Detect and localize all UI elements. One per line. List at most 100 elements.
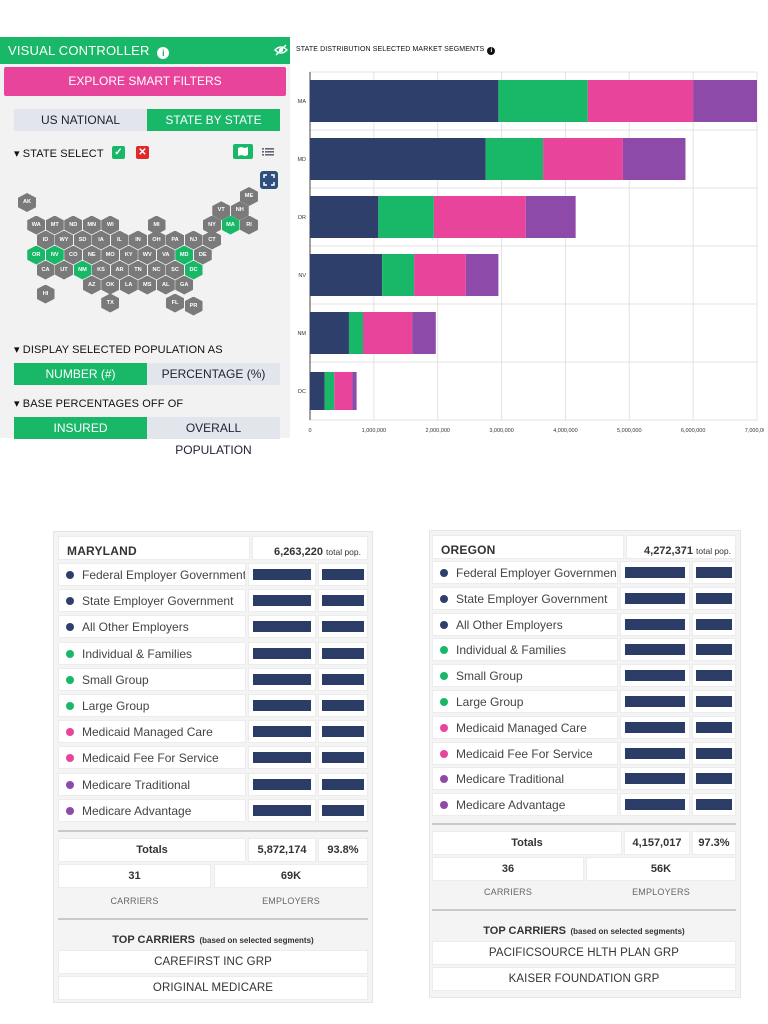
- option-number[interactable]: NUMBER (#): [14, 363, 147, 385]
- total-pop: 4,272,371 total pop.: [644, 545, 731, 557]
- state-hex-dc[interactable]: DC: [184, 260, 203, 280]
- state-hex-nj[interactable]: NJ: [184, 230, 203, 250]
- clear-selection-x-icon[interactable]: ✕: [136, 146, 149, 159]
- state-hex-ia[interactable]: IA: [92, 230, 110, 250]
- state-hex-in[interactable]: IN: [129, 230, 147, 250]
- state-hex-ma[interactable]: MA: [221, 215, 240, 235]
- segment-name: Medicaid Fee For Service: [456, 746, 593, 761]
- state-hex-pr[interactable]: PR: [184, 296, 203, 316]
- state-hex-ct[interactable]: CT: [203, 230, 221, 250]
- redacted-percent: [696, 644, 732, 656]
- state-hex-mo[interactable]: MO: [101, 245, 120, 265]
- state-hex-ar[interactable]: AR: [110, 260, 129, 280]
- bar-segment-md-3: [622, 138, 686, 180]
- segment-value-cell: [620, 793, 690, 817]
- employers-count: 69K: [214, 864, 368, 888]
- segment-row-label: Large Group: [432, 690, 618, 713]
- option-overall-population[interactable]: OVERALL POPULATION: [147, 417, 280, 457]
- state-hex-al[interactable]: AL: [156, 275, 175, 295]
- state-hex-ri[interactable]: RI: [240, 215, 258, 235]
- map-view-icon[interactable]: [233, 144, 253, 159]
- explore-smart-filters-button[interactable]: EXPLORE SMART FILTERS: [4, 67, 286, 96]
- state-hex-ny[interactable]: NY: [203, 215, 221, 235]
- state-hex-mi[interactable]: MI: [147, 215, 166, 235]
- state-hex-ks[interactable]: KS: [92, 260, 110, 280]
- state-hex-nd[interactable]: ND: [64, 215, 83, 235]
- state-hex-nm[interactable]: NM: [73, 260, 92, 280]
- state-hex-ne[interactable]: NE: [82, 245, 101, 265]
- state-hex-nc[interactable]: NC: [147, 260, 166, 280]
- option-percentage[interactable]: PERCENTAGE (%): [147, 363, 280, 385]
- state-hex-sd[interactable]: SD: [73, 230, 92, 250]
- top-carrier-item[interactable]: ORIGINAL MEDICARE: [58, 976, 368, 1000]
- state-hex-ky[interactable]: KY: [119, 245, 138, 265]
- state-hex-il[interactable]: IL: [110, 230, 129, 250]
- state-hex-ut[interactable]: UT: [55, 260, 73, 280]
- redacted-percent: [322, 673, 364, 685]
- display-as-heading[interactable]: ▾ DISPLAY SELECTED POPULATION AS: [14, 344, 223, 356]
- redacted-percent: [322, 752, 364, 764]
- state-hex-de[interactable]: DE: [193, 245, 212, 265]
- state-hex-nv[interactable]: NV: [45, 245, 64, 265]
- state-hex-id[interactable]: ID: [36, 230, 55, 250]
- top-carrier-item[interactable]: CAREFIRST INC GRP: [58, 950, 368, 974]
- state-hex-or[interactable]: OR: [27, 245, 46, 265]
- segment-percent-cell: [692, 741, 736, 765]
- state-hex-ga[interactable]: GA: [175, 275, 194, 295]
- state-hex-tx[interactable]: TX: [101, 293, 120, 313]
- segment-percent-cell: [692, 612, 736, 636]
- state-hex-nh[interactable]: NH: [230, 201, 249, 221]
- state-hex-ok[interactable]: OK: [101, 275, 120, 295]
- totals-value: 5,872,174: [248, 838, 316, 862]
- state-select-heading[interactable]: ▾ STATE SELECT: [14, 148, 104, 160]
- state-hex-mt[interactable]: MT: [45, 215, 64, 235]
- state-hex-az[interactable]: AZ: [82, 275, 101, 295]
- segment-color-dot: [66, 649, 74, 658]
- select-all-check-icon[interactable]: ✓: [112, 146, 125, 159]
- tab-us-national[interactable]: US NATIONAL: [14, 109, 147, 131]
- segment-row-label: Small Group: [432, 664, 618, 688]
- base-percentages-heading[interactable]: ▾ BASE PERCENTAGES OFF OF: [14, 398, 184, 410]
- state-hex-co[interactable]: CO: [64, 245, 83, 265]
- controller-header: VISUAL CONTROLLER i: [0, 37, 290, 64]
- chart-info-icon[interactable]: i: [487, 47, 496, 55]
- state-hex-mn[interactable]: MN: [82, 215, 101, 235]
- stacked-bar-chart: 0 1,000,000 2,000,000 3,000,000 4,000,000 5,0…: [297, 71, 764, 434]
- state-hex-ms[interactable]: MS: [138, 275, 157, 295]
- redacted-value: [625, 567, 685, 578]
- state-hex-va[interactable]: VA: [156, 245, 175, 265]
- state-hex-sc[interactable]: SC: [166, 260, 184, 280]
- totals-percent: 93.8%: [318, 838, 368, 862]
- state-hex-me[interactable]: ME: [240, 187, 258, 206]
- bar-segment-nm-1: [348, 312, 364, 354]
- info-icon[interactable]: i: [157, 47, 170, 59]
- list-view-icon[interactable]: [258, 144, 278, 159]
- state-hex-hi[interactable]: HI: [36, 284, 55, 304]
- segment-name: All Other Employers: [82, 620, 189, 635]
- state-hex-fl[interactable]: FL: [166, 293, 184, 313]
- employers-label: EMPLOYERS: [632, 887, 690, 897]
- tab-state-by-state[interactable]: STATE BY STATE: [147, 109, 280, 131]
- top-carrier-item[interactable]: KAISER FOUNDATION GRP: [432, 967, 736, 991]
- state-hex-pa[interactable]: PA: [166, 230, 184, 250]
- state-hex-wi[interactable]: WI: [101, 215, 120, 235]
- state-hex-oh[interactable]: OH: [147, 230, 166, 250]
- redacted-percent: [322, 621, 364, 633]
- state-hex-ca[interactable]: CA: [36, 260, 55, 280]
- top-carrier-item[interactable]: PACIFICSOURCE HLTH PLAN GRP: [432, 941, 736, 965]
- bar-segment-dc-1: [324, 372, 335, 410]
- redacted-value: [625, 721, 685, 733]
- state-hex-md[interactable]: MD: [175, 245, 194, 265]
- state-hex-ak[interactable]: AK: [18, 193, 36, 212]
- state-hex-tn[interactable]: TN: [129, 260, 147, 280]
- state-hex-wv[interactable]: WV: [138, 245, 157, 265]
- option-insured-population[interactable]: INSURED POPULATION: [14, 417, 147, 457]
- segment-name: Federal Employer Government: [82, 568, 246, 582]
- state-hex-la[interactable]: LA: [119, 275, 138, 295]
- totals-value: 4,157,017: [624, 831, 690, 855]
- state-hex-wy[interactable]: WY: [55, 230, 73, 250]
- hide-eye-icon[interactable]: [274, 43, 288, 57]
- state-hex-vt[interactable]: VT: [212, 201, 231, 221]
- expand-map-icon[interactable]: [260, 171, 278, 189]
- state-hex-wa[interactable]: WA: [27, 215, 46, 235]
